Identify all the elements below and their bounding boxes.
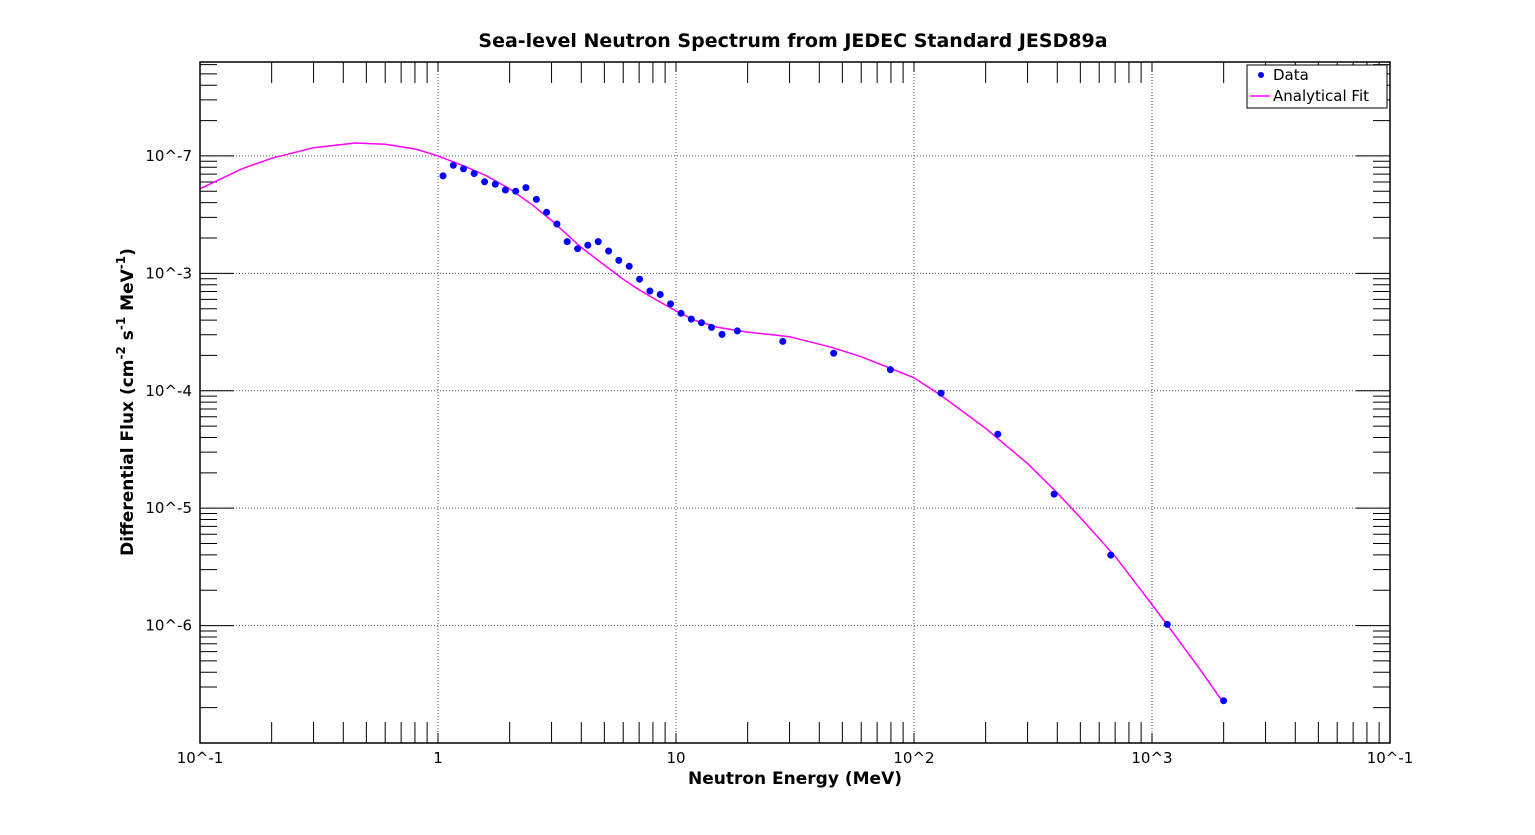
y-tick-labels: 10^-7 10^-3 10^-4 10^-5 10^-6 [145,147,192,635]
y-tick-label: 10^-3 [145,264,192,282]
data-point [512,187,520,195]
data-point [1163,620,1171,628]
data-point [574,245,582,253]
y-axis-label-close: ) [118,248,138,256]
data-point [615,256,623,264]
data-point [656,291,664,298]
data-point [481,178,489,186]
chart-title: Sea-level Neutron Spectrum from JEDEC St… [478,30,1107,52]
data-point [543,208,551,216]
data-point [522,184,530,192]
data-point [1220,697,1228,705]
data-point [698,319,705,327]
y-tick-label: 10^-7 [145,147,192,165]
data-point [449,161,457,169]
y-axis-label-mid: s [118,330,138,346]
y-tick-label: 10^-5 [145,499,192,517]
data-point [625,262,633,270]
data-point [994,430,1002,438]
data-point [439,172,447,180]
data-point [687,315,695,323]
data-point [636,275,644,283]
data-point [1050,490,1058,498]
legend-data-marker [1258,72,1264,78]
y-axis-label-sup2: -1 [114,317,128,330]
y-axis-label-sup3: -1 [114,256,128,269]
data-point [470,170,478,177]
fit-line [199,142,1225,704]
data-point [491,180,499,188]
data-point [830,349,838,357]
x-tick-label: 10^3 [1131,749,1172,767]
data-point [677,309,685,317]
data-point [584,241,592,249]
data-point [501,186,509,194]
plot-frame [199,61,1391,744]
data-point [646,287,654,295]
y-axis-label-main: Differential Flux (cm [118,359,138,555]
y-tick-label: 10^-6 [145,617,192,635]
data-point [532,195,540,203]
data-point [667,300,674,308]
x-tick-label: 10^-1 [1367,749,1414,767]
x-axis-label: Neutron Energy (MeV) [688,769,902,789]
x-tick-label: 10 [666,749,685,767]
x-tick-label: 1 [433,749,443,767]
legend-data-label: Data [1273,66,1309,84]
data-point [779,337,787,345]
fit-layer [199,142,1225,704]
y-axis-label-sup1: -2 [114,346,128,359]
major-ticks [199,62,1391,743]
data-point [594,238,602,246]
data-point [937,389,945,397]
data-layer [439,161,1228,705]
data-point [1107,551,1115,559]
y-tick-label: 10^-4 [145,382,192,400]
legend-fit-label: Analytical Fit [1273,87,1369,105]
data-point [563,238,571,246]
x-tick-label: 10^2 [893,749,934,767]
data-point [553,220,561,228]
data-point [460,165,467,173]
data-point [733,327,741,335]
legend-box [1246,64,1388,109]
legend: Data Analytical Fit [1246,64,1388,109]
minor-ticks [200,62,1390,743]
data-point [708,323,715,331]
y-axis-label: Differential Flux (cm-2 s-1 MeV-1) [114,248,138,556]
grid-lines [200,62,1390,743]
x-tick-labels: 10^-1 1 10 10^2 10^3 10^-1 [177,749,1414,767]
data-point [605,247,613,255]
y-axis-label-end: MeV [118,268,138,316]
data-point [886,366,894,374]
x-tick-label: 10^-1 [177,749,224,767]
data-point [718,330,726,338]
